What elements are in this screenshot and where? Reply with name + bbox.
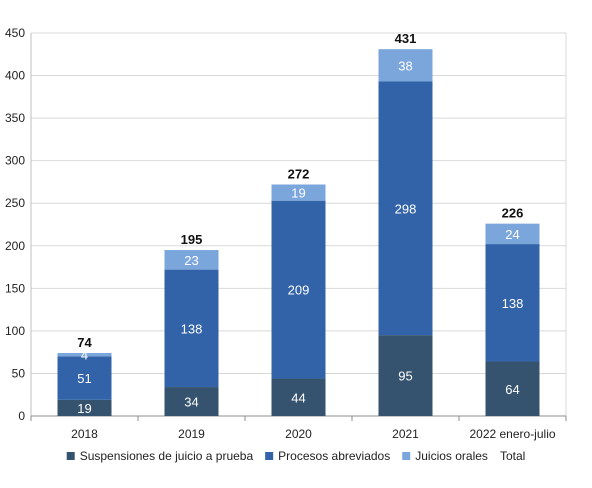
bar-segment (57, 399, 112, 416)
data-label: 138 (502, 296, 524, 311)
legend-swatch (265, 452, 274, 460)
y-tick-label: 0 (18, 409, 25, 423)
y-tick-label: 100 (5, 324, 25, 338)
total-label: 272 (288, 166, 310, 181)
data-label: 19 (291, 186, 305, 201)
data-label: 24 (505, 227, 519, 242)
data-label: 34 (184, 395, 198, 410)
legend-swatch (66, 452, 75, 460)
data-label: 23 (184, 253, 198, 268)
bar-segment (378, 49, 433, 82)
x-tick-label: 2019 (178, 427, 205, 441)
bar-segment (164, 387, 219, 416)
bar-segment (378, 81, 433, 336)
data-label: 209 (288, 283, 310, 298)
y-tick-label: 300 (5, 154, 25, 168)
bar-segment (485, 223, 540, 245)
bar-segment (164, 250, 219, 270)
data-label: 51 (77, 371, 91, 386)
legend-entry: Juicios orales (415, 449, 488, 463)
bar-segment (57, 356, 112, 400)
y-tick-label: 200 (5, 239, 25, 253)
bar-segment (378, 335, 433, 416)
data-label: 38 (398, 58, 412, 73)
y-tick-label: 50 (12, 366, 26, 380)
x-tick-label: 2020 (285, 427, 312, 441)
legend-swatch (402, 452, 411, 460)
legend-entry: Total (500, 449, 525, 463)
data-label: 44 (291, 390, 305, 405)
y-tick-label: 400 (5, 69, 25, 83)
legend-entry: Suspensiones de juicio a prueba (80, 449, 254, 463)
total-label: 195 (181, 232, 203, 247)
legend-entry: Procesos abreviados (278, 449, 390, 463)
y-tick-label: 250 (5, 196, 25, 210)
x-tick-label: 2022 enero-julio (469, 427, 555, 441)
x-tick-label: 2021 (392, 427, 419, 441)
y-tick-label: 350 (5, 111, 25, 125)
bar-segment (271, 200, 326, 379)
y-tick-label: 150 (5, 281, 25, 295)
y-tick-label: 450 (5, 26, 25, 40)
x-tick-label: 2018 (71, 427, 98, 441)
bar-segment (271, 378, 326, 416)
bar-segment (485, 244, 540, 362)
bar-segment (164, 269, 219, 388)
bar-segment (271, 184, 326, 201)
total-label: 431 (395, 31, 417, 46)
data-label: 95 (398, 369, 412, 384)
data-label: 64 (505, 382, 519, 397)
bar-segment (485, 361, 540, 416)
data-label: 138 (181, 321, 203, 336)
data-label: 298 (395, 201, 417, 216)
total-label: 226 (502, 206, 524, 221)
data-label: 4 (81, 348, 88, 363)
total-label: 74 (77, 335, 92, 350)
bar-segment (57, 353, 112, 357)
data-label: 19 (77, 401, 91, 416)
